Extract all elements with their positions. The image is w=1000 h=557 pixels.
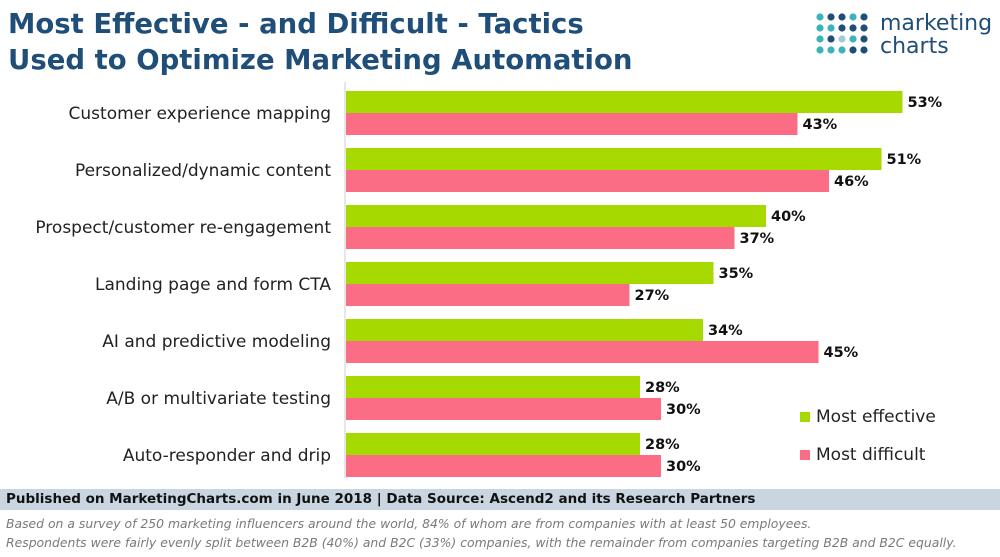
bar-most-difficult bbox=[346, 341, 819, 363]
bar-most-difficult bbox=[346, 284, 630, 306]
logo-dot bbox=[849, 13, 857, 21]
logo-dot bbox=[860, 13, 868, 21]
chart-legend: Most effective Most difficult bbox=[800, 405, 990, 481]
data-label: 28% bbox=[645, 380, 680, 396]
data-label: 43% bbox=[803, 117, 838, 133]
logo-dot bbox=[838, 35, 846, 43]
logo-dot bbox=[849, 35, 857, 43]
data-label: 53% bbox=[908, 95, 943, 111]
logo-text: marketing charts bbox=[880, 12, 992, 58]
category-label: A/B or multivariate testing bbox=[106, 389, 331, 409]
bar-most-difficult bbox=[346, 398, 661, 420]
category-label: Customer experience mapping bbox=[69, 104, 331, 124]
data-label: 46% bbox=[834, 174, 869, 190]
bar-most-effective bbox=[346, 376, 640, 398]
data-label: 28% bbox=[645, 437, 680, 453]
logo-dot bbox=[838, 24, 846, 32]
bar-most-difficult bbox=[346, 455, 661, 477]
bar-most-difficult bbox=[346, 170, 829, 192]
bar-most-effective bbox=[346, 148, 882, 170]
logo-dot bbox=[816, 35, 824, 43]
methodology-note-2: Respondents were fairly evenly split bet… bbox=[6, 535, 957, 550]
logo-dots-icon bbox=[816, 13, 868, 54]
category-label: Prospect/customer re-engagement bbox=[35, 218, 331, 238]
data-label: 27% bbox=[635, 288, 670, 304]
chart-title: Most Effective - and Difficult - Tactics… bbox=[8, 6, 788, 78]
category-label: Landing page and form CTA bbox=[95, 275, 331, 295]
category-label: Personalized/dynamic content bbox=[75, 161, 331, 181]
logo-dot bbox=[838, 13, 846, 21]
logo-dot bbox=[849, 46, 857, 54]
bar-most-effective bbox=[346, 262, 714, 284]
logo-text-line-1: marketing bbox=[880, 11, 993, 36]
bar-most-effective bbox=[346, 433, 640, 455]
source-bar: Published on MarketingCharts.com in June… bbox=[0, 489, 1000, 510]
legend-swatch-most-difficult bbox=[800, 450, 810, 460]
methodology-notes: Based on a survey of 250 marketing influ… bbox=[6, 514, 996, 552]
bar-most-difficult bbox=[346, 113, 798, 135]
logo-dot bbox=[860, 35, 868, 43]
logo-dot bbox=[860, 24, 868, 32]
data-label: 35% bbox=[719, 266, 754, 282]
data-label: 34% bbox=[708, 323, 743, 339]
logo-dot bbox=[849, 24, 857, 32]
category-label: AI and predictive modeling bbox=[102, 332, 331, 352]
legend-swatch-most-effective bbox=[800, 412, 810, 422]
category-label: Auto-responder and drip bbox=[123, 446, 331, 466]
methodology-note-1: Based on a survey of 250 marketing influ… bbox=[6, 516, 812, 531]
bar-most-effective bbox=[346, 91, 903, 113]
chart-title-line-1: Most Effective - and Difficult - Tactics bbox=[8, 8, 584, 40]
source-text: Published on MarketingCharts.com in June… bbox=[6, 491, 756, 507]
logo-text-line-2: charts bbox=[880, 34, 949, 59]
legend-label-most-effective: Most effective bbox=[816, 407, 936, 427]
marketingcharts-logo: marketing charts bbox=[812, 10, 992, 62]
logo-dot bbox=[860, 46, 868, 54]
data-label: 37% bbox=[740, 231, 775, 247]
logo-dot bbox=[816, 13, 824, 21]
bar-most-difficult bbox=[346, 227, 735, 249]
legend-label-most-difficult: Most difficult bbox=[816, 445, 926, 465]
data-label: 51% bbox=[887, 152, 922, 168]
logo-dot bbox=[827, 35, 835, 43]
bar-most-effective bbox=[346, 205, 766, 227]
logo-dot bbox=[827, 13, 835, 21]
logo-dot bbox=[827, 46, 835, 54]
bar-chart: Customer experience mapping 53% 43% Persona… bbox=[0, 80, 1000, 480]
data-label: 30% bbox=[666, 402, 701, 418]
data-label: 30% bbox=[666, 459, 701, 475]
chart-title-line-2: Used to Optimize Marketing Automation bbox=[8, 44, 633, 76]
legend-item-most-difficult: Most difficult bbox=[800, 443, 990, 467]
bar-chart-canvas: Customer experience mapping 53% 43% Persona… bbox=[35, 82, 943, 478]
legend-item-most-effective: Most effective bbox=[800, 405, 990, 429]
logo-dot bbox=[816, 24, 824, 32]
bar-most-effective bbox=[346, 319, 703, 341]
logo-dot bbox=[838, 46, 846, 54]
data-label: 45% bbox=[824, 345, 859, 361]
logo-dot bbox=[827, 24, 835, 32]
data-label: 40% bbox=[771, 209, 806, 225]
logo-dot bbox=[816, 46, 824, 54]
